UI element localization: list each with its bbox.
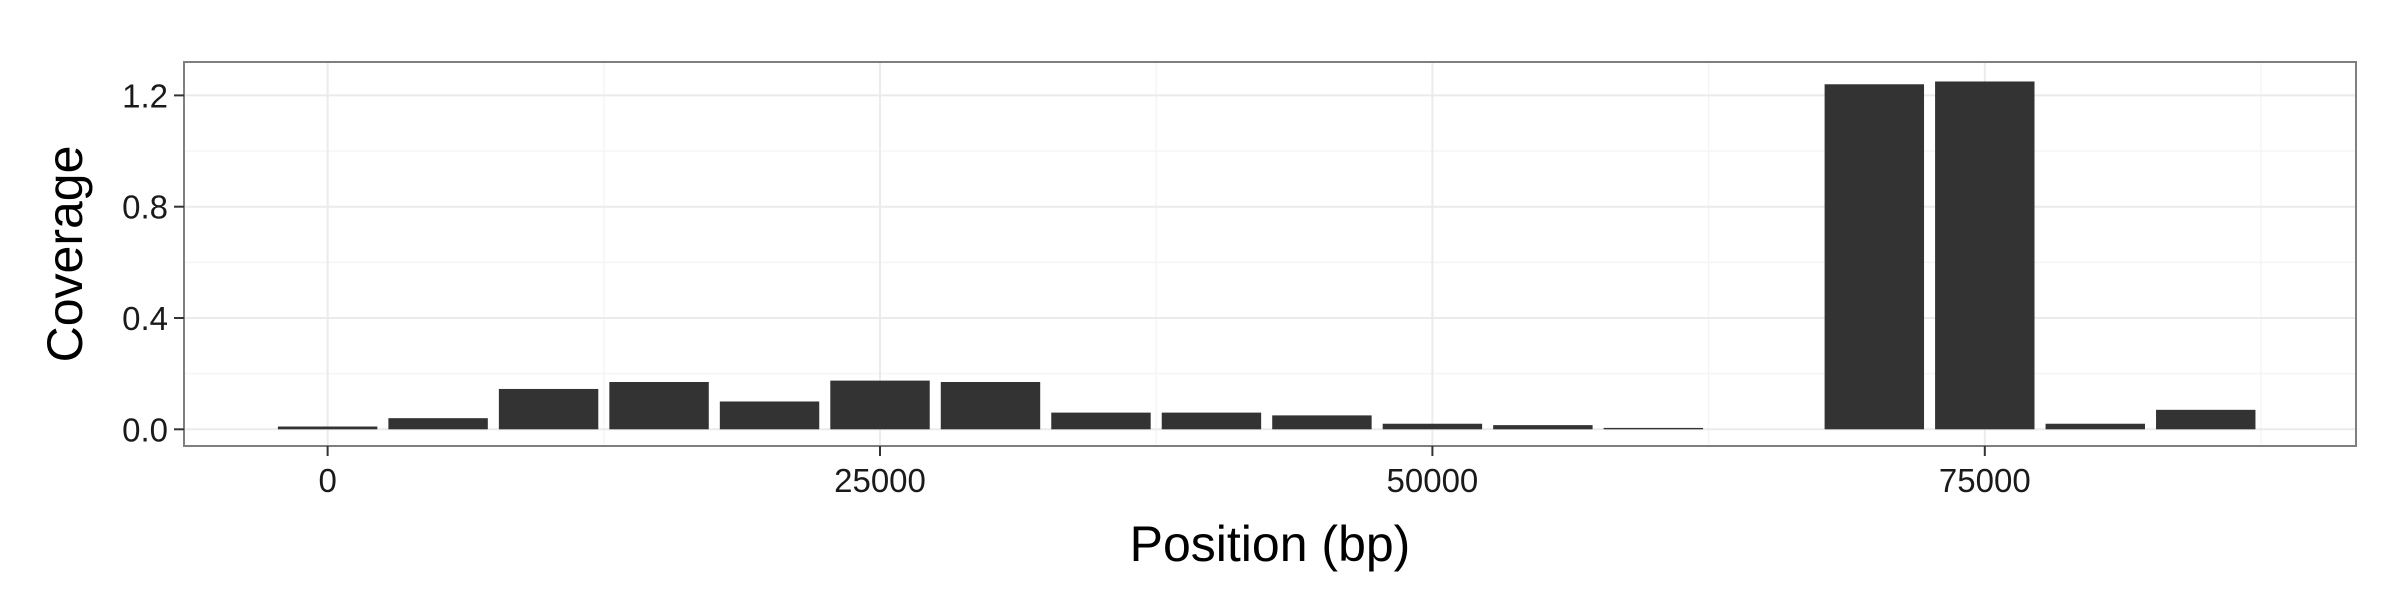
y-tick-label: 0.8 — [122, 189, 168, 226]
bar — [1161, 412, 1262, 430]
bar — [277, 426, 378, 430]
x-tick-label: 25000 — [834, 462, 926, 499]
bar — [2045, 423, 2145, 430]
bar — [1382, 423, 1483, 430]
bar — [1603, 427, 1704, 430]
bar — [719, 401, 820, 430]
x-tick-label: 0 — [318, 462, 336, 499]
bar — [940, 382, 1041, 430]
y-tick-label: 0.4 — [122, 300, 168, 337]
bar — [1051, 412, 1151, 430]
x-tick-label: 50000 — [1387, 462, 1479, 499]
bars — [277, 81, 2256, 430]
bar — [1824, 84, 1925, 430]
bar — [498, 388, 599, 430]
bar — [388, 418, 488, 430]
x-tick-label: 75000 — [1939, 462, 2031, 499]
y-tick-label: 1.2 — [122, 77, 168, 114]
y-axis: 0.0 0.4 0.8 1.2 — [122, 77, 184, 448]
panel-border — [183, 61, 2357, 447]
x-axis: 0 25000 50000 75000 — [318, 446, 2031, 499]
bar — [2156, 409, 2256, 430]
x-axis-title: Position (bp) — [1130, 516, 1411, 572]
bar — [1272, 415, 1372, 430]
y-axis-title: Coverage — [37, 146, 93, 363]
bar — [609, 382, 709, 430]
bar — [1935, 81, 2035, 430]
bar — [1493, 425, 1593, 430]
y-tick-label: 0.0 — [122, 411, 168, 448]
bar — [830, 380, 930, 430]
